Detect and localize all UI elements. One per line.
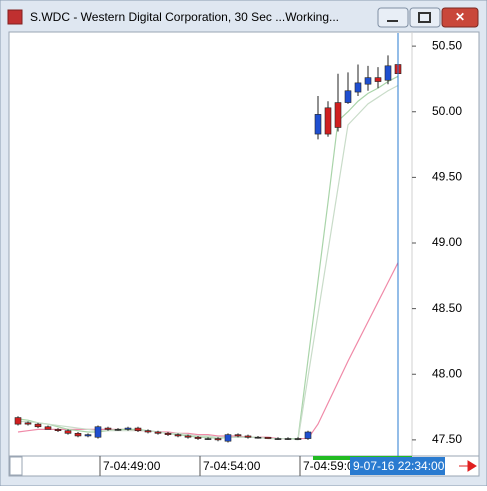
- x-tick-label: 7-04:54:00: [203, 459, 261, 473]
- candle-body: [204, 438, 212, 440]
- candle-body: [184, 435, 192, 438]
- scroll-arrow[interactable]: [459, 460, 477, 472]
- candle-body: [144, 430, 152, 433]
- y-tick-label: 47.50: [432, 432, 462, 446]
- candle-body: [224, 434, 232, 442]
- y-tick-label: 48.50: [432, 301, 462, 315]
- close-button[interactable]: [441, 7, 479, 28]
- y-tick-label: 49.00: [432, 235, 462, 249]
- close-icon: ✕: [455, 10, 465, 24]
- candle-body: [104, 427, 112, 430]
- candle-body: [24, 422, 32, 425]
- axis-scroll-box[interactable]: [9, 456, 23, 476]
- candle-body: [334, 102, 342, 128]
- window-title: S.WDC - Western Digital Corporation, 30 …: [30, 10, 339, 24]
- candle-body: [384, 65, 392, 81]
- y-tick-label: 50.50: [432, 38, 462, 52]
- cursor-label-box: [350, 457, 445, 475]
- candle-body: [364, 77, 372, 85]
- maximize-icon: [418, 12, 431, 23]
- candle-body: [304, 431, 312, 439]
- candle-body: [214, 438, 222, 441]
- candle-body: [134, 427, 142, 431]
- candle-body: [284, 438, 292, 440]
- candle-body: [274, 438, 282, 440]
- candle-body: [234, 434, 242, 437]
- candle-body: [174, 434, 182, 437]
- candle-body: [154, 431, 162, 434]
- candle-body: [324, 107, 332, 135]
- candle-body: [194, 436, 202, 439]
- candle-body: [314, 114, 322, 135]
- maximize-button[interactable]: [409, 7, 441, 28]
- candle-body: [344, 90, 352, 103]
- candle-body: [14, 417, 22, 425]
- y-tick-label: 49.50: [432, 170, 462, 184]
- x-tick-label: 7-04:49:00: [103, 459, 161, 473]
- x-tick-label: 7-04:59:00: [303, 459, 361, 473]
- candle-body: [94, 426, 102, 438]
- candle-body: [44, 426, 52, 430]
- candle-body: [164, 433, 172, 435]
- y-tick-label: 48.00: [432, 366, 462, 380]
- candle-body: [374, 77, 382, 82]
- candle-body: [124, 427, 132, 430]
- candle-body: [114, 429, 122, 431]
- chart-area: [8, 31, 480, 457]
- candle-body: [54, 429, 62, 431]
- moving-average: [17, 262, 399, 440]
- cursor-label: 9-07-16 22:34:00: [353, 459, 445, 473]
- candle-body: [264, 436, 272, 439]
- candle-body: [254, 436, 262, 439]
- minimize-button[interactable]: [377, 7, 409, 28]
- candle-body: [74, 433, 82, 437]
- candle-body: [84, 434, 92, 437]
- candle-body: [294, 438, 302, 440]
- y-tick-label: 50.00: [432, 104, 462, 118]
- moving-average: [18, 84, 399, 441]
- candle-body: [34, 423, 42, 428]
- candle-body: [354, 82, 362, 93]
- app-icon: [7, 9, 23, 25]
- candle-body: [64, 430, 72, 434]
- candle-body: [244, 435, 252, 438]
